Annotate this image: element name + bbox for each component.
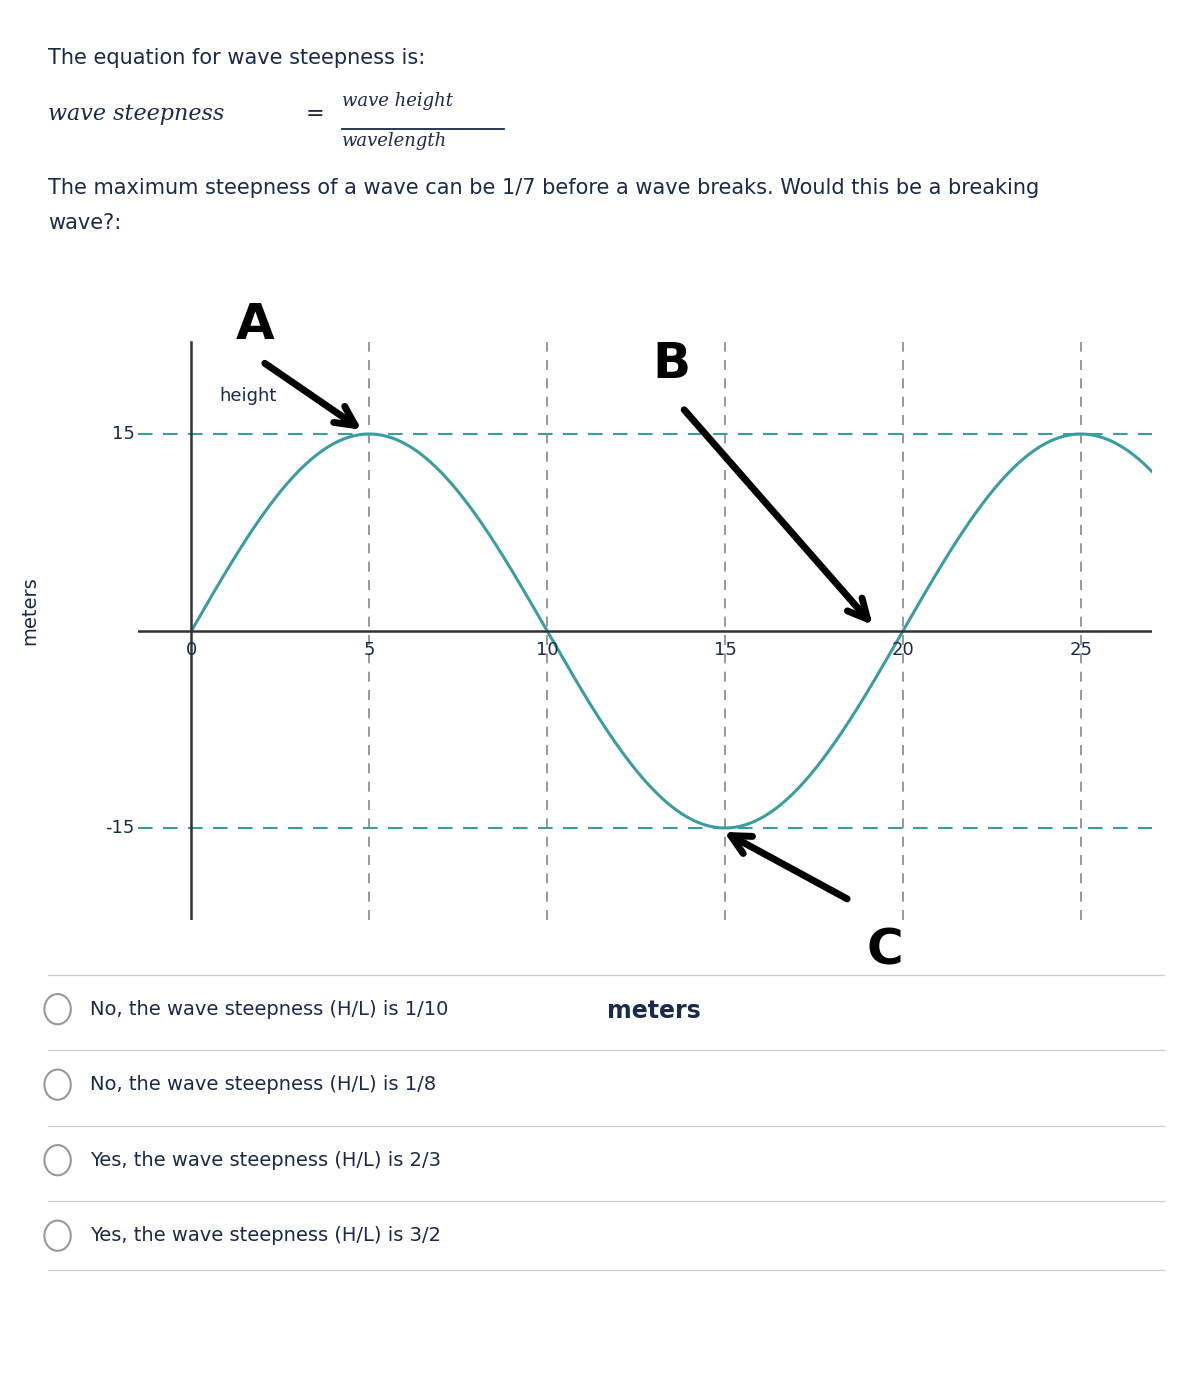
Text: A: A [236, 301, 275, 349]
Text: 25: 25 [1069, 641, 1092, 659]
Text: Yes, the wave steepness (H/L) is 2/3: Yes, the wave steepness (H/L) is 2/3 [90, 1151, 442, 1170]
Text: No, the wave steepness (H/L) is 1/10: No, the wave steepness (H/L) is 1/10 [90, 1000, 449, 1019]
Text: meters: meters [20, 577, 40, 645]
Text: Yes, the wave steepness (H/L) is 3/2: Yes, the wave steepness (H/L) is 3/2 [90, 1226, 442, 1245]
Text: height: height [220, 387, 277, 405]
Text: 15: 15 [112, 426, 134, 443]
Text: C: C [866, 927, 904, 975]
Text: -15: -15 [106, 818, 134, 838]
Text: B: B [653, 341, 691, 389]
Text: meters: meters [607, 998, 701, 1023]
Text: 0: 0 [186, 641, 197, 659]
Text: =: = [306, 103, 325, 125]
Text: wave steepness: wave steepness [48, 103, 224, 125]
Text: 15: 15 [714, 641, 737, 659]
Text: The equation for wave steepness is:: The equation for wave steepness is: [48, 48, 425, 69]
Text: 10: 10 [536, 641, 558, 659]
Text: wave?:: wave?: [48, 213, 121, 233]
Text: The maximum steepness of a wave can be 1/7 before a wave breaks. Would this be a: The maximum steepness of a wave can be 1… [48, 178, 1039, 199]
Text: wavelength: wavelength [342, 132, 448, 150]
Text: No, the wave steepness (H/L) is 1/8: No, the wave steepness (H/L) is 1/8 [90, 1075, 436, 1094]
Text: wave height: wave height [342, 92, 454, 110]
Text: 20: 20 [892, 641, 914, 659]
Text: 5: 5 [364, 641, 376, 659]
